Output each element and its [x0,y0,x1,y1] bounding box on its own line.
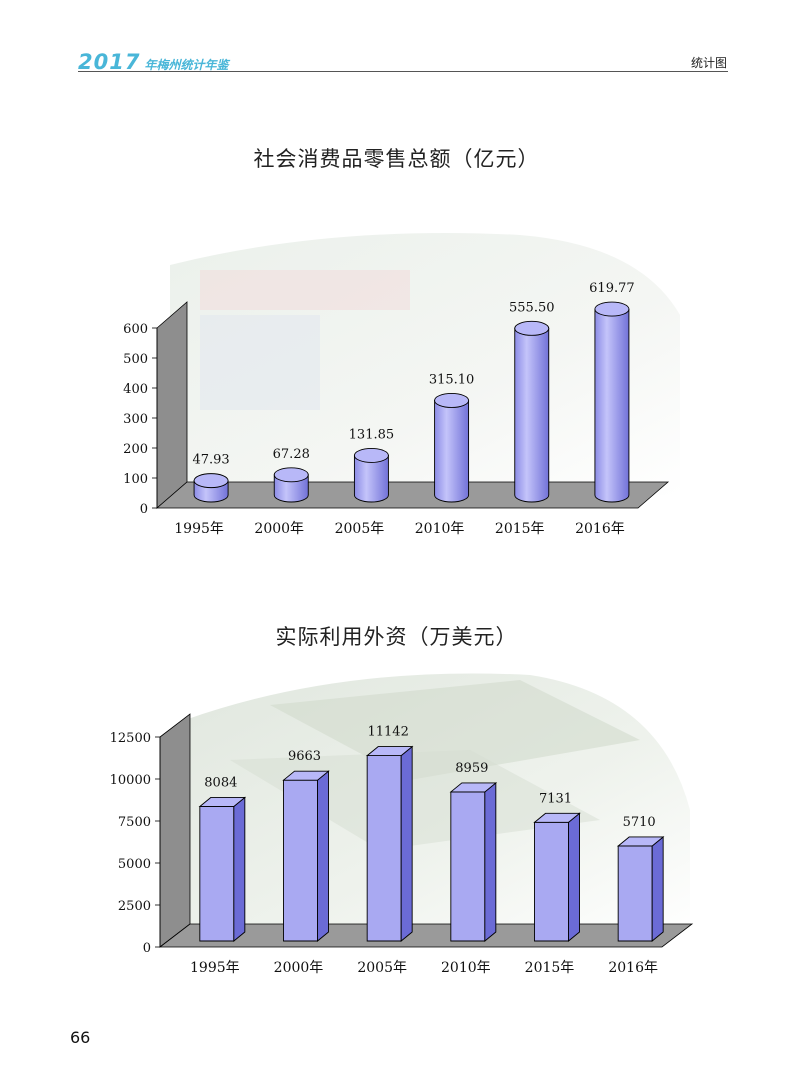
cylinder-top [514,320,550,336]
retail-sales-chart: 0 100 200 300 400 500 600 47.93 1995年 67.28 2000年 1… [123,233,680,537]
background-shelf-decor [200,270,410,310]
bar-front-face [199,806,235,942]
y-tick-label: 600 [123,322,148,337]
bar-side-face [317,770,329,942]
data-label: 47.93 [192,453,229,468]
box-bar [449,781,498,942]
cylinder-bar [353,447,389,503]
brand-name: 年梅州统计年鉴 [144,58,229,72]
cylinder-top [434,393,470,408]
x-tick-label: 1995年 [174,521,224,537]
cylinder-bar [193,473,229,503]
foreign-investment-chart: 0 2500 5000 7500 10000 12500 8084 1995年 9663 2000… [110,673,694,976]
bar-top-face [533,812,581,823]
chart-title-foreign-investment: 实际利用外资（万美元） [275,625,518,649]
data-label: 9663 [288,749,321,764]
y-tick-label: 10000 [110,773,151,788]
background-banknote-decor [270,680,640,780]
box-bar [282,770,330,942]
x-tick-label: 2016年 [608,960,658,976]
data-label: 315.10 [429,372,475,387]
chart-left-wall [156,301,188,509]
bar-top-face [282,770,330,781]
bar-top-face [449,782,498,793]
x-tick-label: 2005年 [335,521,385,537]
cylinder-bar [273,467,309,503]
box-bar [198,796,247,942]
y-tick-label: 300 [123,412,148,427]
cylinder-bar [514,320,550,503]
cylinder-top [193,473,229,489]
data-label: 5710 [623,815,656,830]
bar-front-face [283,779,318,942]
box-bar [616,836,665,942]
y-tick-label: 12500 [110,731,151,746]
y-tick-label: 5000 [118,857,151,872]
cylinder-body [594,308,630,503]
y-tick-label: 400 [123,382,148,397]
y-tick-label: 100 [123,472,148,487]
yearbook-brand: 2017 年梅州统计年鉴 [78,50,228,74]
section-label: 统计图 [690,56,727,70]
cylinder-bar [594,301,630,503]
chart-left-wall [159,713,191,948]
x-tick-label: 2010年 [415,521,465,537]
header-rule [78,71,728,72]
cylinder-body [434,400,470,503]
data-label: 131.85 [349,427,395,442]
bar-front-face [450,791,486,942]
bar-front-face [534,821,569,942]
chart-title-retail-sales: 社会消费品零售总额（亿元） [253,147,540,171]
x-tick-label: 2016年 [575,521,625,537]
data-label: 8959 [455,761,488,776]
chart-floor [155,481,670,509]
cylinder-bar [434,393,470,503]
data-label: 555.50 [509,300,555,315]
x-tick-label: 2000年 [254,521,304,537]
bar-side-face [400,745,413,942]
x-tick-label: 2010年 [441,960,491,976]
data-label: 7131 [539,791,572,806]
x-tick-label: 2015年 [495,521,545,537]
bar-top-face [616,836,665,847]
cylinder-body [514,327,550,503]
y-tick-label: 0 [140,502,148,517]
bar-side-face [568,812,580,942]
bar-side-face [651,836,664,942]
brand-year: 2017 [78,50,141,74]
cylinder-top [353,447,389,463]
data-label: 11142 [367,725,408,740]
bar-front-face [617,845,653,942]
data-label: 67.28 [273,447,310,462]
data-label: 619.77 [589,281,635,296]
x-tick-label: 2005年 [357,960,407,976]
y-tick-label: 2500 [118,899,151,914]
y-tick-label: 500 [123,352,148,367]
x-tick-label: 1995年 [190,960,240,976]
bar-side-face [233,796,246,942]
box-bar [533,812,581,942]
cylinder-body [273,474,309,503]
cylinder-top [594,301,630,317]
page-header: 2017 年梅州统计年鉴 统计图 [0,0,793,80]
page-number: 66 [70,1028,91,1047]
y-tick-label: 200 [123,442,148,457]
background-photo [170,233,680,495]
cylinder-body [353,454,389,503]
x-tick-label: 2000年 [274,960,324,976]
bar-front-face [366,755,402,942]
x-tick-label: 2015年 [525,960,575,976]
y-tick-label: 7500 [118,815,151,830]
box-bar [365,745,414,942]
background-shelf-decor [200,315,320,410]
y-tick-label: 0 [143,941,151,956]
data-label: 8084 [204,775,237,790]
bar-side-face [484,781,497,942]
cylinder-top [273,467,309,483]
bar-top-face [198,797,247,807]
bar-top-face [365,746,414,757]
